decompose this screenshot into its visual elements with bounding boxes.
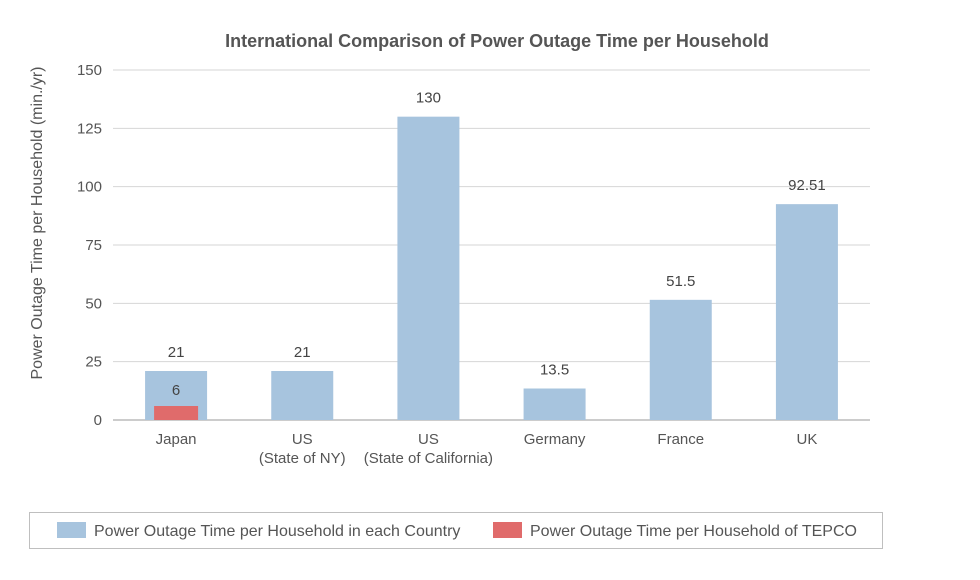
y-tick-label: 75 <box>85 237 102 254</box>
data-label: 13.5 <box>540 362 569 379</box>
chart-title: International Comparison of Power Outage… <box>225 31 769 51</box>
x-tick-label: UK <box>796 431 817 448</box>
bars <box>145 116 838 421</box>
y-tick-label: 100 <box>77 179 102 196</box>
data-label: 130 <box>416 90 441 107</box>
bar-tepco <box>154 406 199 420</box>
legend: Power Outage Time per Household in each … <box>29 512 883 549</box>
data-label: 21 <box>168 344 185 361</box>
x-tick-label: (State of NY) <box>259 450 346 467</box>
legend-swatch <box>57 522 86 538</box>
x-tick-label: US <box>418 431 439 448</box>
x-tick-label: US <box>292 431 313 448</box>
x-tick-label: France <box>657 431 704 448</box>
bar-country <box>271 371 334 420</box>
data-label: 51.5 <box>666 273 695 290</box>
bar-country <box>649 299 712 420</box>
data-label: 6 <box>172 382 180 399</box>
y-axis: 0 25 50 75 100 125 150 <box>77 62 102 429</box>
data-labels: 21 6 21 130 13.5 51.5 92.51 <box>168 90 826 399</box>
legend-swatch <box>493 522 522 538</box>
data-label: 21 <box>294 344 311 361</box>
x-tick-label: Germany <box>524 431 586 448</box>
y-tick-label: 50 <box>85 295 102 312</box>
y-axis-label: Power Outage Time per Household (min./yr… <box>29 66 46 379</box>
data-label: 92.51 <box>788 177 826 194</box>
legend-box <box>29 512 883 549</box>
x-tick-label: Japan <box>156 431 197 448</box>
x-axis: Japan US (State of NY) US (State of Californ… <box>156 431 818 467</box>
x-tick-label: (State of California) <box>364 450 493 467</box>
bar-country <box>397 116 460 421</box>
bar-country <box>775 204 838 420</box>
grid-lines <box>113 69 870 421</box>
y-tick-label: 150 <box>77 62 102 79</box>
y-tick-label: 125 <box>77 120 102 137</box>
y-tick-label: 25 <box>85 354 102 371</box>
y-tick-label: 0 <box>94 412 102 429</box>
bar-country <box>523 388 586 420</box>
legend-label: Power Outage Time per Household of TEPCO <box>530 523 857 540</box>
legend-label: Power Outage Time per Household in each … <box>94 523 460 540</box>
